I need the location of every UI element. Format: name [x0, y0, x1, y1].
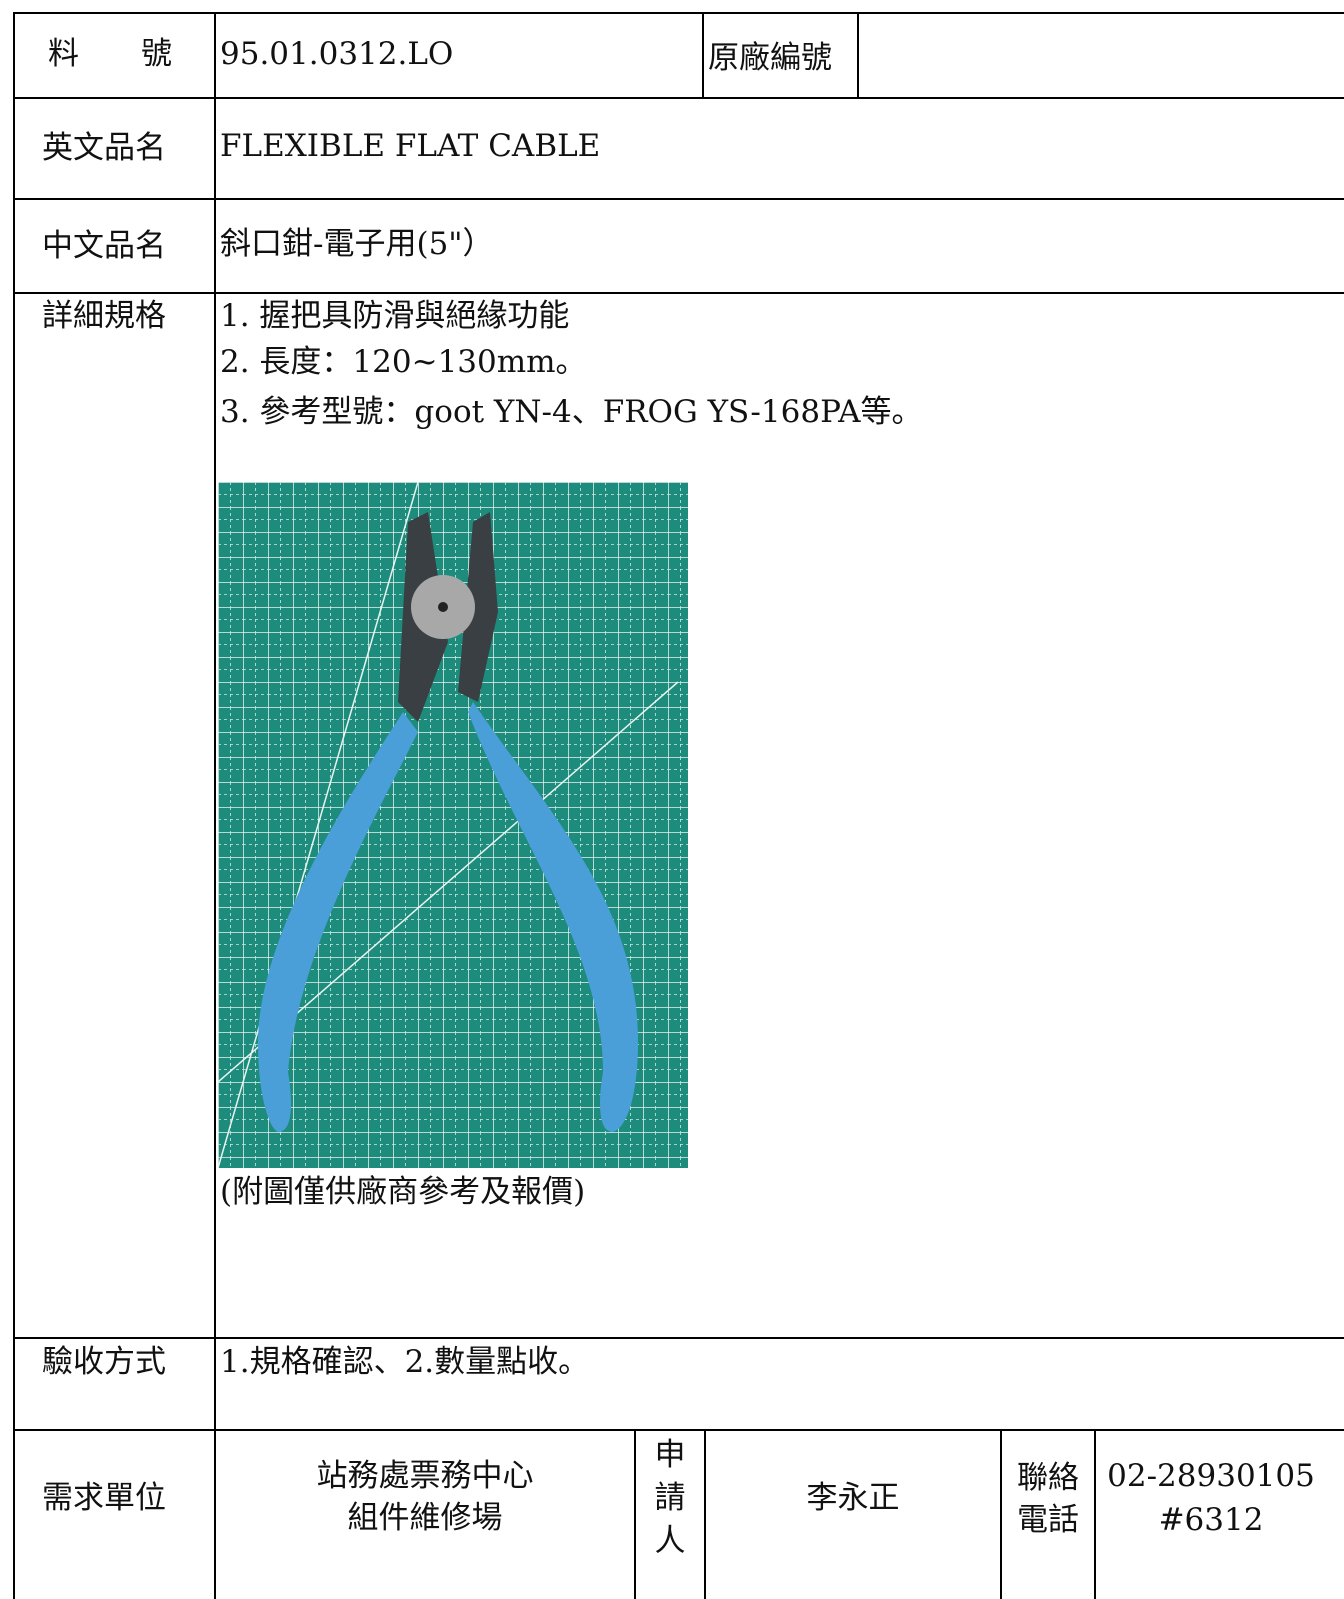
rule [13, 97, 1344, 99]
value: 斜口鉗-電子用(5"） [220, 226, 494, 262]
value: 95.01.0312.LO [220, 36, 454, 72]
rule [702, 12, 704, 98]
product-photo [218, 482, 688, 1168]
value: #6312 [1158, 1502, 1264, 1538]
rule [1094, 1429, 1096, 1599]
rule [13, 292, 1344, 294]
value: 1.規格確認、2.數量點收。 [220, 1344, 590, 1380]
label: 申請人 [654, 1437, 686, 1559]
label: 詳細規格 [42, 298, 166, 334]
rule [214, 12, 216, 1599]
spec-line: 2. 長度：120~130mm。 [220, 344, 587, 380]
label: 中文品名 [42, 228, 166, 264]
label: 需求單位 [42, 1480, 166, 1516]
value: 站務處票務中心 [316, 1458, 534, 1494]
spec-line: 3. 參考型號：goot YN-4、FROG YS-168PA等。 [220, 394, 923, 430]
label: 料 號 [48, 36, 172, 72]
value: 組件維修場 [347, 1500, 503, 1536]
rule [13, 12, 15, 1599]
value: 02-28930105 [1107, 1458, 1315, 1494]
rule [13, 1429, 1344, 1431]
label: 原廠編號 [708, 40, 832, 76]
image-note: (附圖僅供廠商參考及報價) [220, 1174, 586, 1210]
rule [13, 12, 1344, 14]
rule [13, 198, 1344, 200]
label: 驗收方式 [42, 1344, 166, 1380]
label: 聯絡電話 [1017, 1460, 1079, 1538]
rule [634, 1429, 636, 1599]
rule [13, 1337, 1344, 1339]
value: 李永正 [806, 1480, 900, 1516]
value: FLEXIBLE FLAT CABLE [220, 128, 601, 164]
rule [857, 12, 859, 98]
spec-line: 1. 握把具防滑與絕緣功能 [220, 298, 570, 334]
rule [1000, 1429, 1002, 1599]
label: 英文品名 [42, 130, 166, 166]
rule [704, 1429, 706, 1599]
